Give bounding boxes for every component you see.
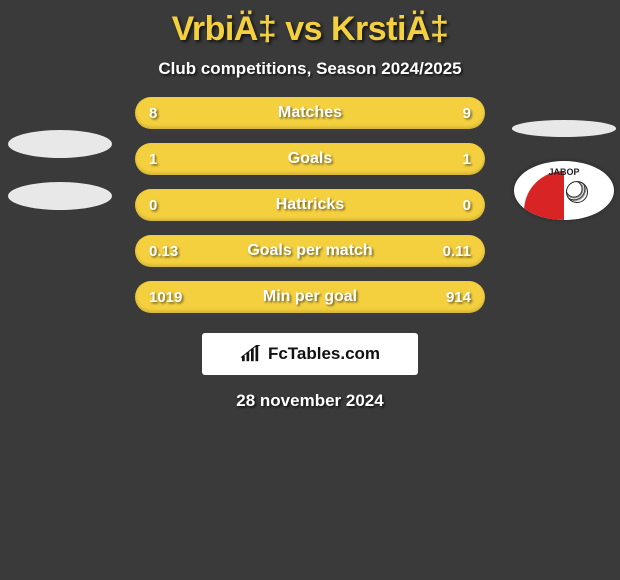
- stats-table: 8 Matches 9 1 Goals 1 0 Hattricks 0 0.13…: [135, 97, 485, 313]
- stat-label: Goals per match: [135, 242, 485, 260]
- stat-left-value: 1019: [149, 289, 182, 306]
- left-player-badges: [10, 120, 110, 220]
- club-badge: JABOP: [514, 161, 614, 220]
- stat-right-value: 0.11: [443, 243, 471, 260]
- brand-box[interactable]: FcTables.com: [202, 333, 418, 375]
- stat-label: Hattricks: [135, 196, 485, 214]
- stat-row: 0.13 Goals per match 0.11: [135, 235, 485, 267]
- stat-left-value: 8: [149, 105, 157, 122]
- player-placeholder-ellipse: [8, 182, 112, 210]
- stat-row: 0 Hattricks 0: [135, 189, 485, 221]
- stat-left-value: 0: [149, 197, 157, 214]
- stat-label: Min per goal: [135, 288, 485, 306]
- bar-chart-icon: [240, 345, 262, 363]
- brand-label: FcTables.com: [268, 344, 380, 364]
- stat-row: 1019 Min per goal 914: [135, 281, 485, 313]
- stat-right-value: 914: [446, 289, 471, 306]
- stat-row: 1 Goals 1: [135, 143, 485, 175]
- player-placeholder-ellipse: [8, 130, 112, 158]
- page-title: VrbiÄ‡ vs KrstiÄ‡: [0, 2, 620, 53]
- stat-label: Goals: [135, 150, 485, 168]
- player-placeholder-ellipse: [512, 120, 616, 137]
- stat-left-value: 0.13: [149, 243, 178, 260]
- club-badge-left-half: [524, 171, 564, 220]
- stat-right-value: 1: [463, 151, 471, 168]
- stat-row: 8 Matches 9: [135, 97, 485, 129]
- stat-right-value: 0: [463, 197, 471, 214]
- club-badge-label: JABOP: [514, 167, 614, 177]
- stat-left-value: 1: [149, 151, 157, 168]
- infographic-root: VrbiÄ‡ vs KrstiÄ‡ Club competitions, Sea…: [0, 0, 620, 427]
- stat-label: Matches: [135, 104, 485, 122]
- right-player-badges: JABOP: [514, 120, 614, 220]
- subtitle: Club competitions, Season 2024/2025: [0, 53, 620, 97]
- stat-right-value: 9: [463, 105, 471, 122]
- soccer-ball-icon: [566, 181, 588, 203]
- footer-date: 28 november 2024: [0, 375, 620, 427]
